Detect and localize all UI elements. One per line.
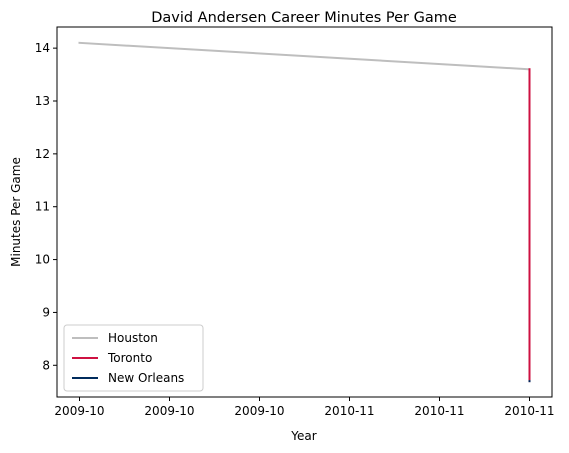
x-tick-label: 2010-11 [504,404,554,418]
x-axis-label: Year [290,429,316,443]
x-tick-label: 2009-10 [54,404,104,418]
y-tick-label: 10 [35,253,50,267]
x-tick-label: 2009-10 [144,404,194,418]
x-tick-label: 2010-11 [414,404,464,418]
y-axis-ticks: 8 9 10 11 12 13 14 [35,41,57,372]
x-axis-ticks: 2009-10 2009-10 2009-10 2010-11 2010-11 2010-… [54,397,555,418]
y-tick-label: 11 [35,200,50,214]
x-tick-label: 2010-11 [324,404,374,418]
y-axis-label: Minutes Per Game [9,157,23,267]
legend-label: New Orleans [108,371,184,385]
legend-label: Houston [108,331,158,345]
plot-frame [56,26,553,398]
y-tick-label: 8 [42,358,50,372]
legend-box [63,324,204,392]
series-line-houston [78,41,531,71]
legend-label: Toronto [107,351,152,365]
chart-title: David Andersen Career Minutes Per Game [151,10,457,26]
legend: Houston Toronto New Orleans [63,324,204,392]
plot-lines [78,41,531,383]
y-tick-label: 14 [35,41,50,55]
y-tick-label: 9 [42,305,50,319]
y-tick-label: 13 [35,94,50,108]
x-tick-label: 2009-10 [234,404,284,418]
y-tick-label: 12 [35,147,50,161]
